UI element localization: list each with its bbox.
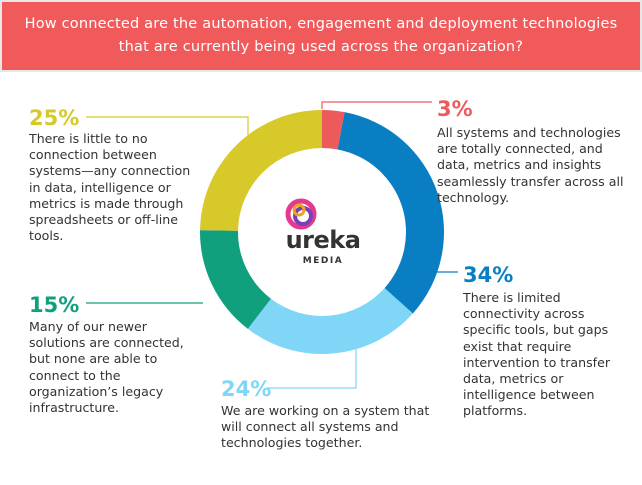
slice-3-percent [322,110,345,150]
slice-25-percent [200,110,322,231]
description-24-percent: We are working on a system that will con… [221,403,430,451]
chart-title: How connected are the automation, engage… [24,16,618,55]
slice-15-percent [200,230,271,329]
logo-wordmark: ureka [285,226,361,254]
label-25-percent: 25% [29,106,80,130]
chart-title-banner: How connected are the automation, engage… [0,0,642,72]
leader-line-3 [321,101,432,109]
description-25-percent: There is little to no connection between… [29,131,191,244]
label-3-percent: 3% [437,97,473,121]
ureka-swirl-icon [285,198,317,230]
leader-line-24 [267,344,357,389]
logo-subtitle: MEDIA [302,256,344,266]
ureka-media-logo: ureka MEDIA [273,196,373,276]
label-24-percent: 24% [221,377,272,401]
description-3-percent: All systems and technologies are totally… [437,125,624,205]
leader-line-25 [86,116,249,144]
description-34-percent: There is limited connectivity across spe… [463,290,611,419]
description-15-percent: Many of our newer solutions are connecte… [29,319,184,416]
slice-34-percent [337,112,444,314]
label-15-percent: 15% [29,293,80,317]
label-34-percent: 34% [463,263,514,287]
slice-24-percent [247,288,413,354]
